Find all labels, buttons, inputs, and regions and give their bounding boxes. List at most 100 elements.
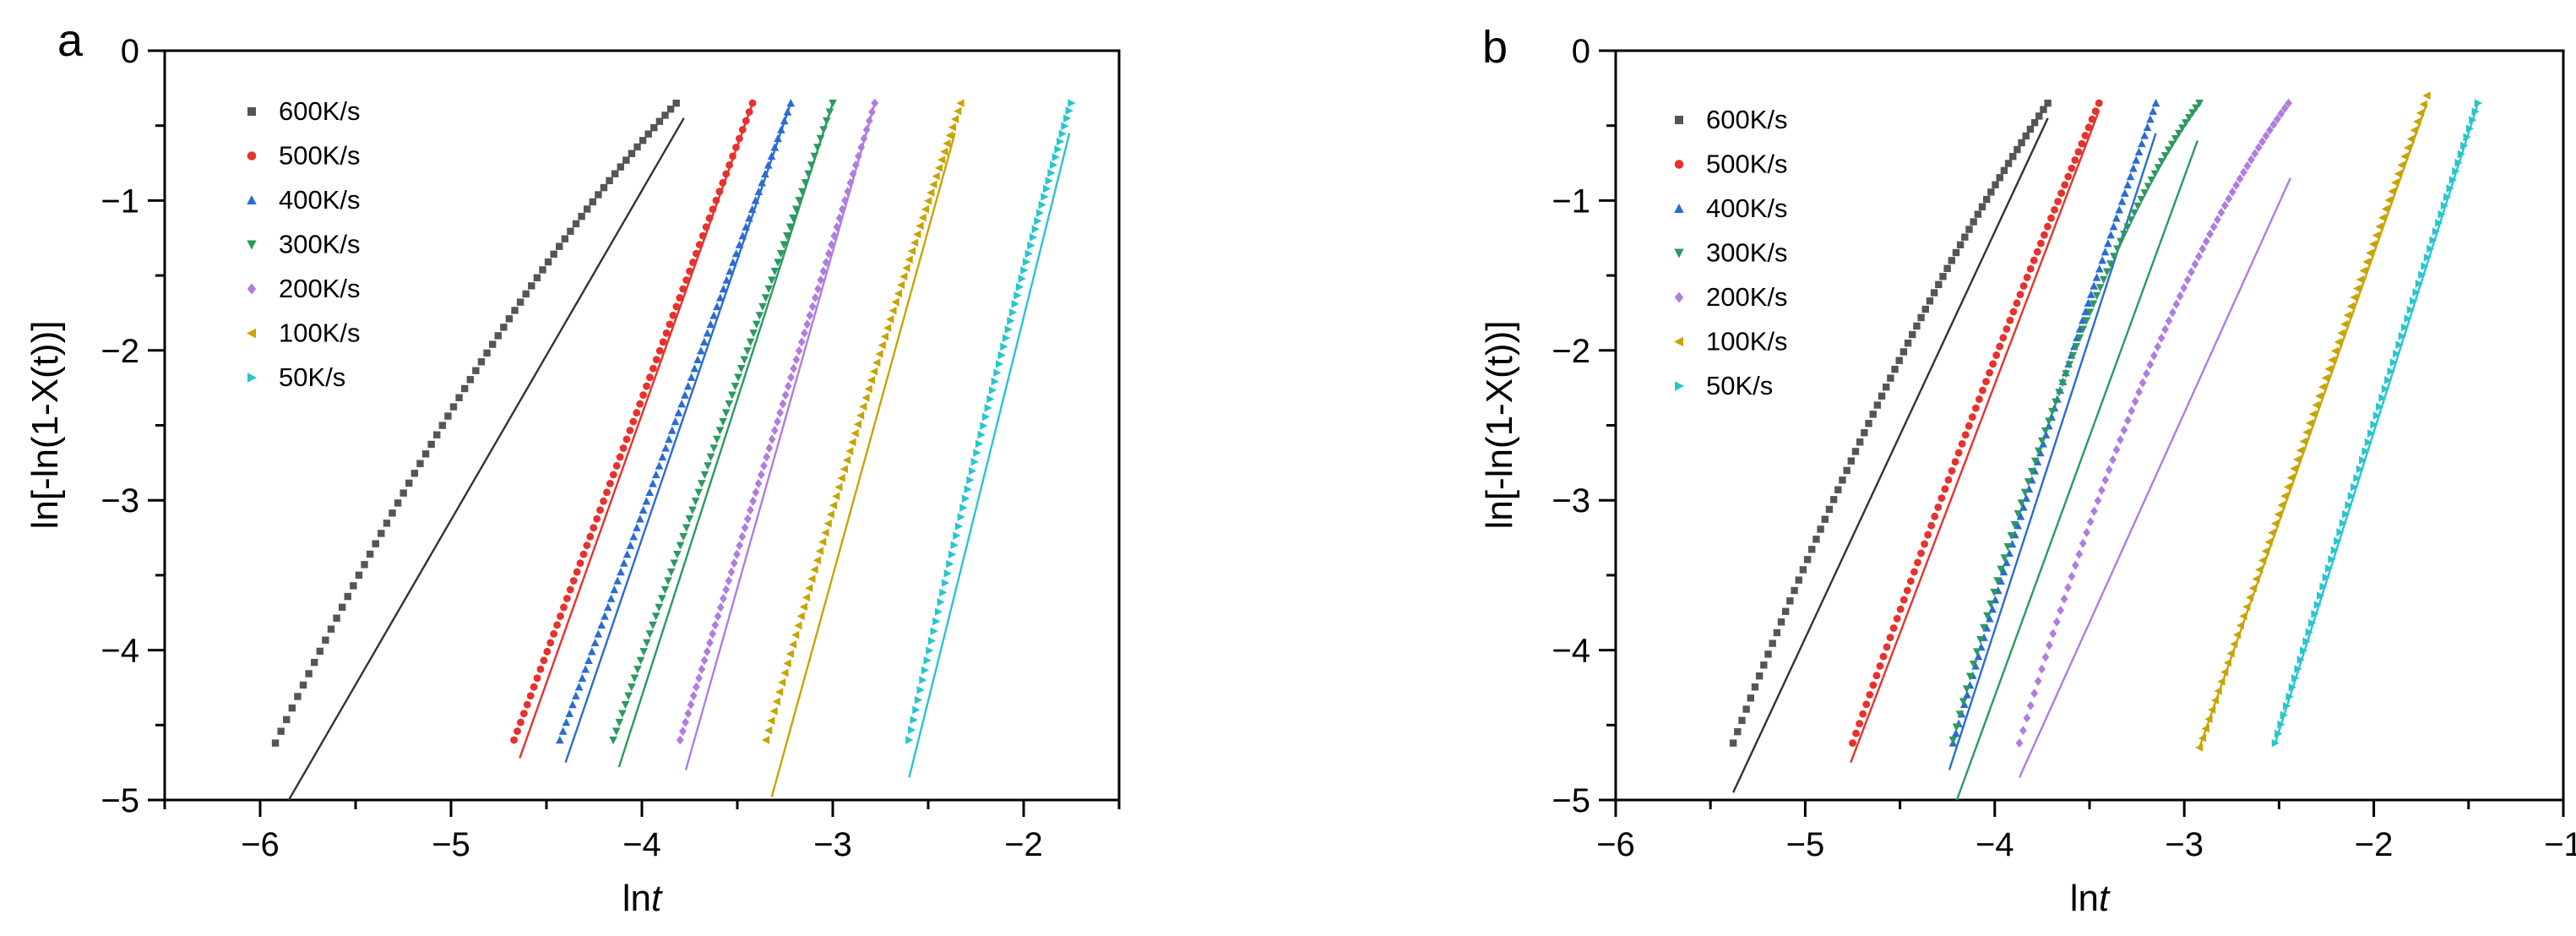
data-point <box>813 144 822 152</box>
data-point <box>845 447 854 455</box>
data-point <box>2027 467 2036 476</box>
legend-label: 500K/s <box>279 141 361 171</box>
data-point <box>2198 733 2207 743</box>
data-point <box>1834 486 1842 493</box>
data-point <box>2308 410 2317 419</box>
data-point <box>2160 152 2170 161</box>
data-point <box>1027 241 1035 250</box>
data-point <box>2068 351 2078 360</box>
data-point <box>2132 155 2141 164</box>
data-point <box>1876 662 1884 670</box>
data-point <box>651 470 660 479</box>
data-point <box>606 479 614 487</box>
data-point <box>2121 188 2129 197</box>
panel-b-y-axis-title: ln[-ln(1-X(t))] <box>1479 321 1520 530</box>
data-point <box>2075 334 2084 343</box>
data-point <box>1052 153 1060 161</box>
data-point <box>569 577 578 585</box>
data-point <box>394 499 402 507</box>
data-point <box>2157 333 2166 343</box>
data-point <box>2345 501 2353 509</box>
data-point <box>2406 134 2415 144</box>
y-tick-label: −1 <box>101 182 139 220</box>
data-point <box>2356 465 2364 474</box>
data-point <box>1948 257 1956 264</box>
data-point <box>645 487 654 497</box>
data-point <box>1943 264 1951 272</box>
data-point <box>697 346 705 355</box>
data-point <box>1917 549 1925 558</box>
data-point <box>1795 576 1802 584</box>
fit-line <box>617 102 834 768</box>
data-point <box>2030 688 2039 699</box>
data-point <box>752 487 760 498</box>
data-point <box>2427 244 2435 253</box>
data-point <box>557 612 564 620</box>
data-point <box>2079 538 2087 548</box>
data-point <box>2134 147 2144 155</box>
data-point <box>2130 209 2139 218</box>
data-point <box>333 614 340 622</box>
data-point <box>305 670 312 678</box>
data-point <box>2296 656 2305 664</box>
data-point <box>2175 129 2183 138</box>
data-point <box>899 272 908 281</box>
data-point <box>2353 284 2361 293</box>
data-point <box>774 133 782 143</box>
data-point <box>2368 240 2378 248</box>
data-point <box>1002 334 1011 342</box>
data-point <box>702 223 710 231</box>
data-point <box>802 593 811 602</box>
legend-marker <box>1674 291 1684 303</box>
data-point <box>2079 325 2088 334</box>
data-point <box>649 479 657 487</box>
data-point <box>294 693 302 700</box>
data-point <box>2220 667 2229 677</box>
data-point <box>581 665 590 673</box>
data-point <box>810 152 819 161</box>
data-point <box>735 134 743 143</box>
data-point <box>2041 652 2050 662</box>
data-point <box>2143 368 2150 378</box>
data-point <box>2299 437 2307 446</box>
data-point <box>610 585 619 594</box>
data-point <box>722 585 731 595</box>
data-point <box>2429 236 2437 245</box>
data-point <box>726 161 734 169</box>
data-point <box>886 315 894 324</box>
data-point <box>516 298 524 306</box>
data-point <box>1930 289 1938 297</box>
data-point <box>2030 256 2038 264</box>
data-point <box>907 247 916 256</box>
data-point <box>937 597 945 607</box>
data-point <box>1974 652 1983 661</box>
data-point <box>522 290 530 298</box>
data-point <box>2120 230 2128 239</box>
data-point <box>666 106 675 113</box>
data-point <box>781 390 790 400</box>
data-point <box>2180 283 2188 293</box>
data-point <box>2013 299 2021 307</box>
data-point <box>832 492 840 501</box>
data-point <box>2306 419 2314 427</box>
data-point <box>2315 391 2323 400</box>
data-point <box>558 726 568 735</box>
data-point <box>2030 118 2039 127</box>
data-point <box>2236 621 2244 630</box>
data-point <box>808 302 817 312</box>
data-point <box>2285 98 2293 108</box>
data-point <box>2104 239 2112 248</box>
data-point <box>684 709 693 719</box>
data-point <box>1859 710 1867 718</box>
data-point <box>2161 324 2169 335</box>
data-point <box>2084 123 2093 132</box>
data-point <box>1738 716 1746 724</box>
data-point <box>2288 683 2296 692</box>
data-point <box>2090 281 2099 290</box>
data-point <box>1883 643 1891 651</box>
data-point <box>567 227 574 235</box>
data-point <box>726 267 734 275</box>
data-point <box>2144 182 2153 191</box>
data-point <box>930 627 938 635</box>
data-point <box>785 650 794 658</box>
